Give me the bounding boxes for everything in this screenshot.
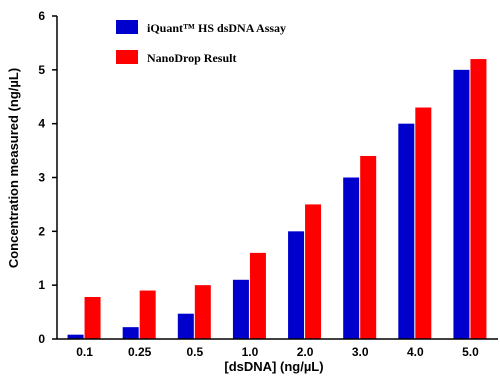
y-tick-label: 2 [38,224,45,238]
bar-nanodrop-0.1 [84,297,101,339]
legend-swatch [116,50,138,64]
legend-label: NanoDrop Result [147,51,236,65]
legend-swatch [116,20,138,34]
x-tick-label: 0.25 [128,345,152,359]
bar-iquant-0.1 [67,334,84,339]
x-tick-label: 3.0 [352,345,369,359]
bar-iquant-5.0 [453,69,470,339]
bar-iquant-4.0 [398,123,415,340]
y-tick-label: 5 [38,63,45,77]
bar-iquant-3.0 [343,177,360,339]
bar-nanodrop-3.0 [360,155,377,339]
bar-iquant-2.0 [288,231,305,339]
y-tick-label: 1 [38,278,45,292]
x-axis-title: [dsDNA] (ng/µL) [224,359,323,374]
y-axis-title: Concentration measured (ng/µL) [6,68,21,268]
y-tick-label: 3 [38,171,45,185]
x-tick-label: 1.0 [242,345,259,359]
x-tick-label: 2.0 [297,345,314,359]
bar-nanodrop-1.0 [249,252,266,339]
bar-nanodrop-0.25 [139,290,156,339]
y-tick-label: 6 [38,9,45,23]
axes: 0 1 2 3 4 5 6 0.1 0.25 0.5 1.0 2.0 3.0 4.0 5.0 [38,9,498,359]
bar-nanodrop-2.0 [305,204,322,339]
x-tick-label: 0.1 [76,345,93,359]
x-tick-label: 0.5 [186,345,203,359]
x-tick-label: 4.0 [407,345,424,359]
bar-nanodrop-4.0 [415,107,432,340]
bar-nanodrop-5.0 [470,59,487,340]
bar-nanodrop-0.5 [194,285,211,339]
bar-iquant-0.25 [122,327,139,339]
legend: iQuant™ HS dsDNA Assay NanoDrop Result [116,20,286,65]
bars [67,59,487,340]
y-tick-label: 4 [38,117,45,131]
legend-label: iQuant™ HS dsDNA Assay [147,21,286,35]
bar-iquant-0.5 [177,313,194,339]
bar-iquant-1.0 [232,279,249,339]
x-tick-label: 5.0 [462,345,479,359]
y-tick-label: 0 [38,332,45,346]
